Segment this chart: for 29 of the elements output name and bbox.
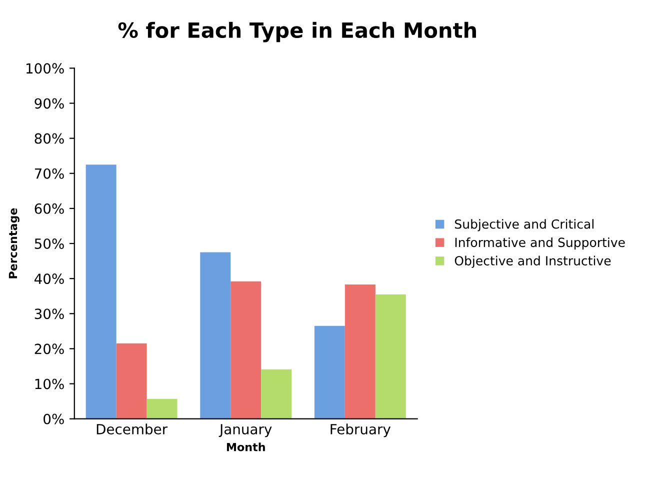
bar	[261, 369, 292, 419]
bar	[146, 398, 178, 419]
y-tick-label: 70%	[34, 168, 64, 179]
y-tick-label: 80%	[34, 133, 64, 144]
bar	[200, 252, 231, 419]
y-tick-label: 40%	[34, 274, 64, 284]
chart-title: % for Each Type in Each Month	[118, 22, 476, 42]
bar	[230, 281, 262, 419]
bar	[314, 326, 345, 419]
y-tick-label: 10%	[35, 378, 64, 390]
y-tick-label: 60%	[34, 203, 64, 214]
y-tick-label: 30%	[34, 308, 64, 320]
x-axis-title: Month	[226, 442, 265, 452]
x-tick-label: December	[96, 424, 168, 434]
bar	[86, 164, 116, 419]
y-tick-label: 100%	[26, 63, 64, 74]
y-tick-label: 20%	[34, 344, 64, 354]
y-axis-title: Percentage	[8, 208, 20, 278]
y-tick-label: 50%	[34, 238, 64, 249]
x-tick-label: January	[218, 424, 272, 438]
legend-label: Subjective and Critical	[454, 219, 594, 232]
y-tick-label: 0%	[44, 414, 64, 424]
bar	[344, 284, 376, 419]
bar	[375, 294, 406, 419]
legend-label: Informative and Supportive	[455, 237, 625, 250]
legend-label: Objective and Instructive	[454, 256, 611, 268]
bar	[116, 343, 147, 419]
x-tick-label: February	[330, 424, 391, 438]
y-tick-label: 90%	[34, 98, 64, 109]
